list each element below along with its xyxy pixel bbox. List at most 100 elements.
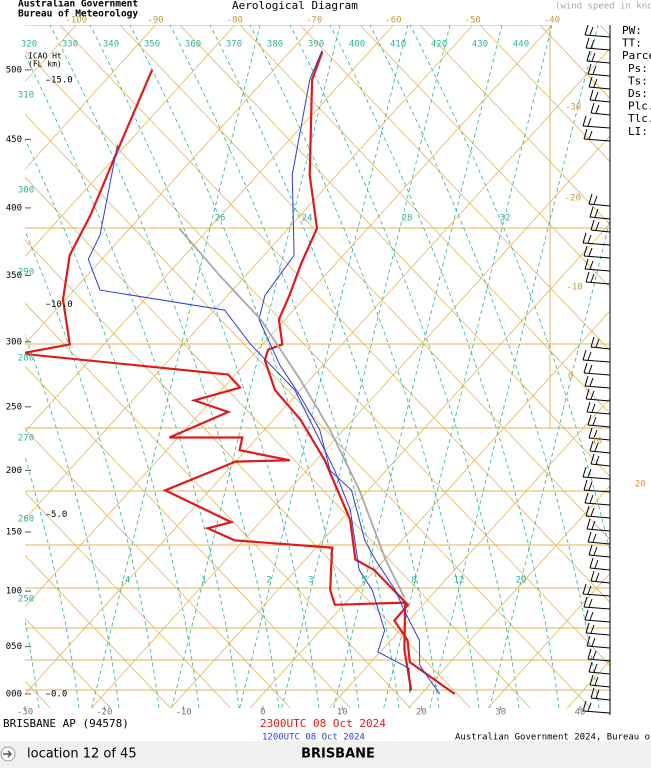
dry-adiabat [179, 25, 610, 478]
moist-adiabat [25, 333, 120, 708]
y-tick-label: 150 [6, 527, 22, 537]
wet-bulb-label: 28 [402, 214, 413, 224]
theta-label: 390 [308, 40, 324, 50]
wet-bulb-label: 24 [302, 214, 313, 224]
dry-adiabat [25, 302, 412, 708]
moist-adiabat [129, 25, 360, 708]
y2-tick-label: 15.0 [51, 76, 73, 86]
barb-shaft [589, 99, 611, 103]
barb-shaft [582, 125, 611, 129]
dry-adiabat [25, 113, 592, 708]
info-label: Ps: [628, 62, 648, 75]
barb-flag [589, 260, 594, 270]
barb-shaft [584, 619, 611, 623]
y-tick-label: 250 [6, 402, 22, 412]
moist-adiabat [49, 25, 280, 708]
barb-flag [592, 650, 597, 660]
credit: Australian Government 2024, Bureau of M [455, 733, 651, 743]
barb-flag [584, 258, 589, 270]
x-tick-label: 0 [260, 708, 265, 718]
top-tick-label: -60 [385, 16, 401, 26]
barb-flag [595, 338, 600, 348]
theta-label: 420 [431, 40, 447, 50]
y2-tick-label: 0.0 [51, 690, 67, 700]
barb-flag [591, 637, 596, 647]
isotherm-label: 20 [635, 480, 646, 490]
barb-flag [592, 416, 597, 426]
y-tick-label: 400 [6, 203, 22, 213]
barb-flag [585, 271, 590, 283]
barb-flag [589, 494, 594, 504]
station: BRISBANE AP (94578) [3, 717, 129, 730]
barb-flag [590, 570, 595, 582]
barb-shaft [590, 346, 611, 350]
barb-flag [584, 492, 589, 504]
top-tick-label: -70 [306, 16, 322, 26]
barb-flag [590, 336, 595, 348]
barb-shaft [586, 60, 611, 64]
barb-flag [593, 546, 598, 556]
profile-line [263, 51, 456, 695]
top-tick-label: -80 [227, 16, 243, 26]
barb-flag [591, 52, 596, 62]
barb-flag [589, 674, 594, 686]
barb-flag [587, 414, 592, 426]
moist-adiabat [289, 25, 520, 708]
theta-label: 360 [185, 40, 201, 50]
theta-label: 340 [103, 40, 119, 50]
barb-flag [590, 102, 595, 114]
barb-flag [583, 128, 588, 140]
barb-flag [588, 481, 593, 491]
chart-title: Aerological Diagram [232, 0, 358, 12]
theta-label: 250 [18, 595, 34, 605]
barb-flag [583, 479, 588, 491]
barb-shaft [584, 502, 611, 506]
barb-flag [587, 531, 592, 543]
moist-adiabat [25, 138, 200, 708]
barb-flag [590, 453, 595, 465]
info-label: PW: [622, 24, 642, 37]
dry-adiabat [25, 365, 352, 708]
barb-shaft [590, 697, 611, 701]
barb-shaft [590, 580, 611, 584]
barb-shaft [584, 385, 611, 389]
mixing-ratio-label: .4 [120, 576, 131, 586]
moist-adiabat [25, 455, 80, 708]
mixing-ratio-line [383, 25, 553, 708]
barb-flag [589, 26, 594, 36]
barb-flag [589, 377, 594, 387]
wet-bulb-label: 26 [215, 214, 226, 224]
isotherm-label: -10 [566, 283, 582, 293]
barb-flag [589, 557, 594, 569]
dry-adiabat [25, 50, 610, 667]
barb-shaft [585, 47, 611, 51]
barb-shaft [583, 372, 611, 376]
profile-line [258, 50, 441, 695]
dry-adiabat [25, 239, 472, 708]
dry-adiabat [25, 554, 172, 708]
theta-label: 300 [18, 186, 34, 196]
moist-adiabat [329, 25, 560, 708]
barb-flag [589, 440, 594, 452]
y-tick-label: 350 [6, 271, 22, 281]
x-tick-label: 20 [416, 708, 427, 718]
info-label: Ts: [628, 74, 648, 87]
barb-flag [584, 24, 589, 36]
isotherm [25, 25, 473, 520]
barb-shaft [582, 359, 611, 363]
profile-line [178, 227, 406, 599]
info-label: LI: [628, 125, 648, 138]
y2-tick-label: 5.0 [51, 510, 67, 520]
barb-shaft [582, 710, 611, 714]
barb-flag [587, 351, 592, 361]
isotherm [25, 25, 156, 170]
moist-adiabat [409, 25, 610, 553]
barb-shaft [582, 242, 611, 246]
isotherm-label: -30 [565, 103, 581, 113]
barb-flag [590, 507, 595, 517]
legend-entry: 1200UTC 08 Oct 2024 [262, 733, 365, 743]
barb-shaft [590, 229, 611, 233]
mixing-ratio-label: 2 [266, 576, 271, 586]
barb-flag [589, 89, 594, 101]
barb-flag [594, 208, 599, 218]
